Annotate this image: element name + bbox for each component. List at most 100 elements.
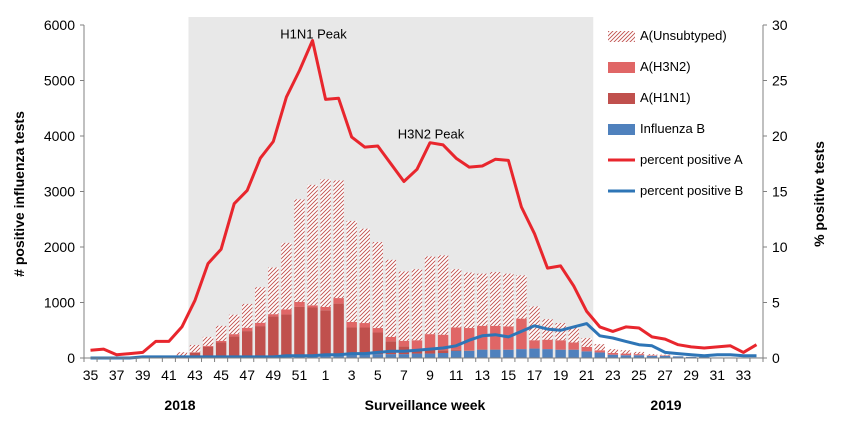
bar-a-h1n1-week-43	[189, 352, 201, 358]
bar-influenza-b-week-27	[659, 355, 671, 358]
y-axis-left-label: # positive influenza tests	[11, 111, 27, 277]
bar-a-h1n1-week-50	[281, 314, 292, 357]
bar-a-unsubtyped-week-20	[568, 327, 579, 343]
bar-a-h3n2-week-24	[620, 353, 632, 356]
bar-a-h1n1-week-52	[307, 307, 318, 356]
bar-a-h1n1-week-45	[215, 342, 227, 357]
bar-a-h3n2-week-6	[385, 336, 397, 342]
x-tick-label-week-51: 51	[292, 367, 308, 383]
y-left-tick-label: 4000	[44, 128, 75, 144]
y-right-tick-label: 25	[772, 73, 788, 89]
x-tick-label-week-35: 35	[83, 367, 99, 383]
x-tick-label-week-31: 31	[710, 367, 726, 383]
bar-a-unsubtyped-week-26	[646, 354, 658, 356]
x-tick-label-week-7: 7	[400, 367, 408, 383]
bar-a-unsubtyped-week-23	[607, 349, 619, 354]
bar-influenza-b-week-24	[620, 355, 632, 358]
x-tick-label-week-29: 29	[683, 367, 699, 383]
bar-a-h3n2-week-7	[398, 340, 410, 347]
bar-a-unsubtyped-week-8	[411, 269, 423, 341]
y-left-tick-label: 1000	[44, 295, 75, 311]
bar-a-h3n2-week-52	[307, 305, 318, 308]
x-tick-label-week-47: 47	[239, 367, 255, 383]
bar-influenza-b-week-11	[450, 350, 462, 358]
bar-a-unsubtyped-week-22	[594, 344, 606, 351]
bar-influenza-b-week-18	[542, 349, 553, 358]
bar-influenza-b-week-10	[437, 353, 449, 358]
bar-a-h1n1-week-44	[202, 346, 214, 357]
x-tick-label-week-43: 43	[187, 367, 203, 383]
bar-influenza-b-week-8	[411, 353, 423, 358]
y-right-tick-label: 30	[772, 17, 788, 33]
bar-a-h3n2-week-5	[372, 328, 384, 333]
bar-a-h3n2-week-16	[516, 318, 527, 350]
bar-a-unsubtyped-week-16	[516, 275, 527, 319]
bar-a-h1n1-week-11	[450, 349, 462, 351]
bar-a-unsubtyped-week-47	[241, 303, 253, 328]
bar-a-h3n2-week-2	[333, 298, 344, 304]
y-axis-right-label: % positive tests	[811, 141, 827, 247]
bar-a-unsubtyped-week-44	[202, 336, 214, 346]
bar-a-unsubtyped-week-4	[359, 228, 370, 324]
bar-a-h3n2-week-8	[411, 340, 423, 350]
bar-a-h3n2-week-21	[581, 346, 592, 352]
bar-influenza-b-week-9	[424, 353, 436, 358]
bar-a-unsubtyped-week-43	[189, 344, 201, 353]
legend-label-a-unsubtyped: A(Unsubtyped)	[640, 28, 727, 43]
bar-a-unsubtyped-week-21	[581, 338, 592, 347]
bar-a-h3n2-week-51	[294, 301, 305, 307]
bar-influenza-b-week-12	[463, 350, 475, 358]
x-tick-label-week-11: 11	[449, 367, 464, 383]
bar-a-unsubtyped-week-9	[424, 256, 436, 335]
line-percent-positive-a	[90, 39, 758, 357]
legend-swatch-influenza-b	[608, 124, 635, 135]
bar-a-h3n2-week-11	[450, 327, 462, 350]
y-left-tick-label: 5000	[44, 73, 75, 89]
line-percent-positive-b	[90, 322, 757, 360]
bar-influenza-b-week-1	[320, 355, 331, 358]
bar-influenza-b-week-22	[594, 352, 606, 358]
x-tick-label-week-15: 15	[501, 367, 517, 383]
bar-a-h3n2-week-49	[268, 314, 279, 317]
y-right-tick-label: 10	[772, 239, 788, 255]
bar-a-h1n1-week-2	[333, 303, 344, 355]
bar-influenza-b-week-2	[333, 354, 344, 358]
bar-a-h3n2-week-4	[359, 323, 370, 328]
bar-influenza-b-week-28	[672, 356, 684, 358]
legend-label-a-h3n2: A(H3N2)	[640, 59, 691, 74]
bar-a-h1n1-week-6	[385, 341, 397, 355]
bar-influenza-b-week-25	[633, 355, 645, 358]
bar-influenza-b-week-4	[359, 354, 370, 358]
bar-a-h1n1-week-48	[255, 326, 266, 357]
legend-label-percent-positive-b: percent positive B	[640, 183, 743, 198]
bar-a-unsubtyped-week-3	[346, 220, 357, 322]
bar-influenza-b-week-5	[372, 354, 384, 358]
y-right-tick-label: 15	[772, 184, 788, 200]
y-left-tick-label: 0	[67, 350, 75, 366]
bar-a-unsubtyped-week-10	[437, 255, 449, 335]
bar-influenza-b-week-23	[607, 354, 619, 358]
bar-a-h3n2-week-25	[633, 354, 645, 356]
bar-influenza-b-week-21	[581, 351, 592, 358]
x-tick-label-week-37: 37	[109, 367, 125, 383]
bar-a-h1n1-week-4	[359, 327, 370, 355]
bar-a-h3n2-week-45	[215, 340, 227, 343]
year-label-2018: 2018	[164, 397, 195, 413]
bar-a-h1n1-week-47	[241, 331, 253, 357]
legend-label-influenza-b: Influenza B	[640, 121, 705, 136]
bar-a-h3n2-week-19	[555, 340, 566, 350]
bar-a-h1n1-week-51	[294, 306, 305, 356]
bar-a-h3n2-week-17	[529, 340, 540, 349]
bar-influenza-b-week-17	[529, 348, 540, 358]
bar-a-unsubtyped-week-1	[320, 179, 331, 307]
bar-a-unsubtyped-week-52	[307, 184, 318, 306]
y-left-tick-label: 3000	[44, 184, 75, 200]
y-right-tick-label: 5	[772, 295, 780, 311]
bar-a-h1n1-week-14	[490, 349, 501, 350]
year-label-2019: 2019	[650, 397, 681, 413]
bar-a-unsubtyped-week-51	[294, 199, 305, 302]
bar-a-unsubtyped-week-25	[633, 351, 645, 355]
bar-a-unsubtyped-week-24	[620, 350, 632, 354]
bar-a-unsubtyped-week-7	[398, 271, 410, 341]
